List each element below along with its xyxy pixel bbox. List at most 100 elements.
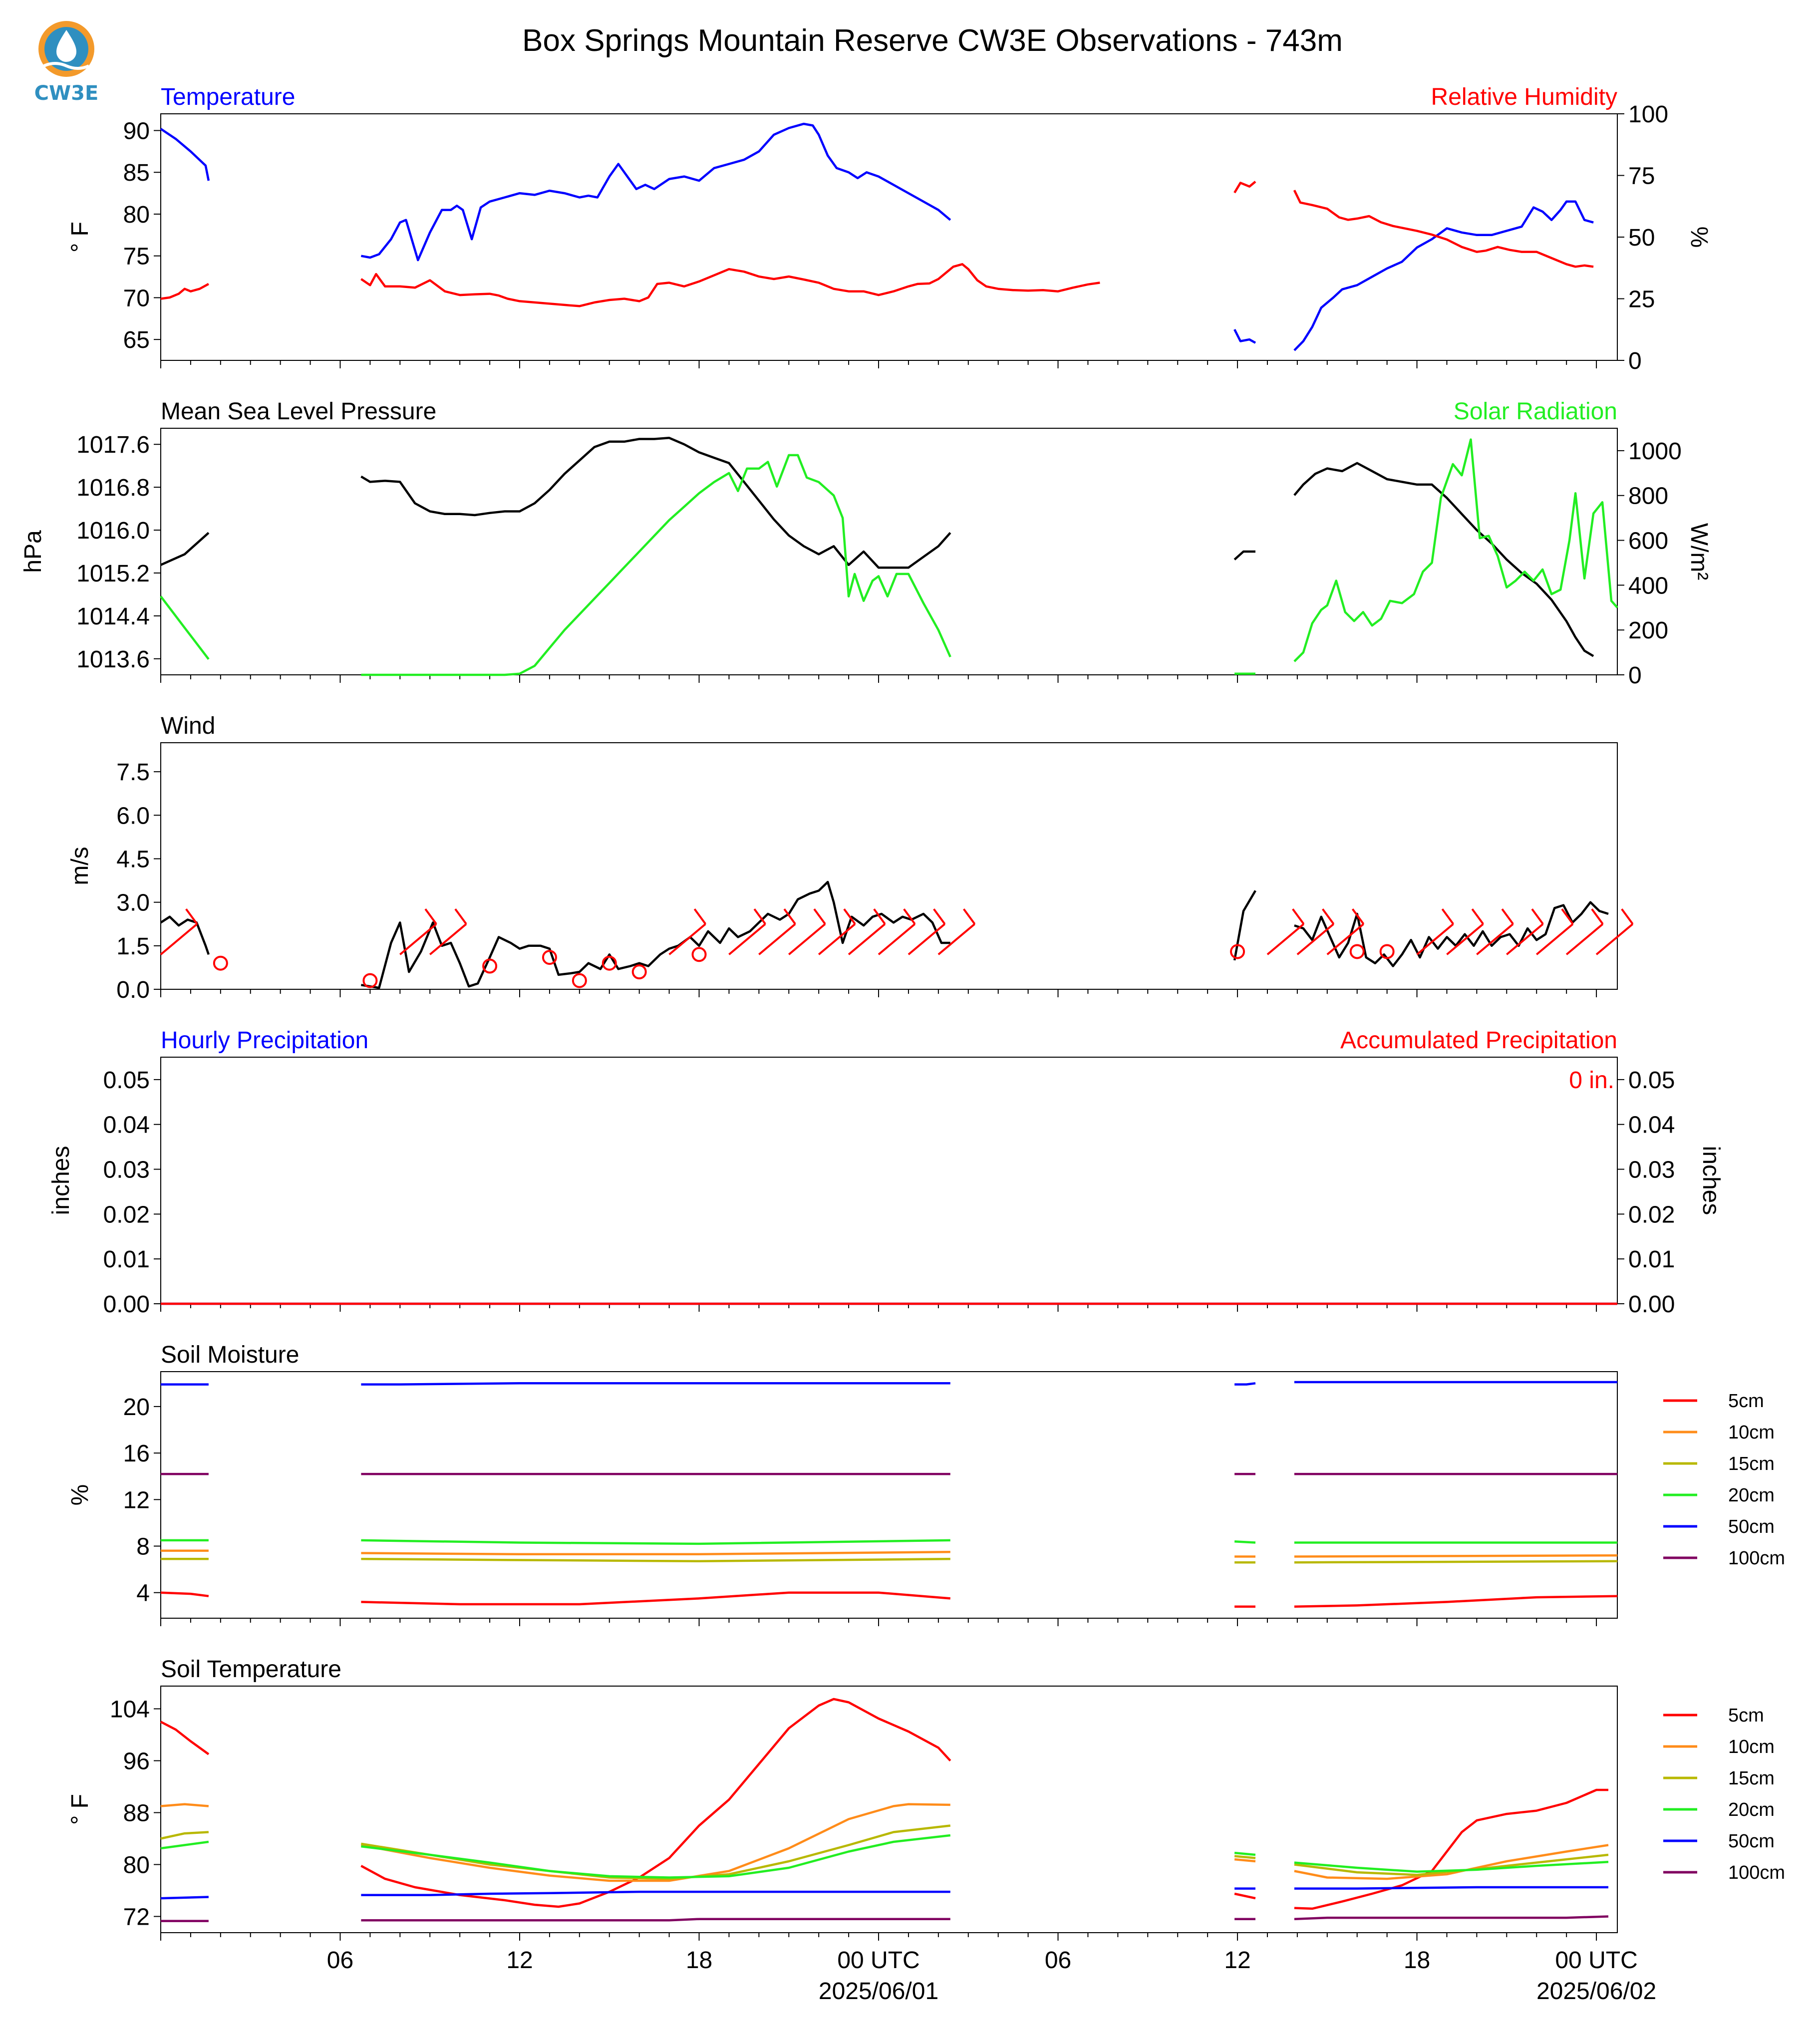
y-tick-label: 0.05	[103, 1067, 150, 1094]
plot-frame	[160, 742, 1618, 990]
y2-axis-label: inches	[1698, 1146, 1724, 1215]
series-line-15cm-seg1	[160, 1831, 209, 1840]
plot-frame	[160, 1371, 1618, 1619]
series-line-50cm-seg4	[1294, 1886, 1608, 1890]
y-tick-label: 85	[123, 160, 150, 186]
legend-label: 20cm	[1728, 1799, 1775, 1820]
wind-calm-circle	[482, 958, 498, 974]
wind-barb-flag	[1561, 908, 1574, 925]
wind-barb-staff	[1476, 923, 1514, 955]
wind-barb-flag	[1591, 908, 1604, 925]
wind-barb-flag	[1501, 908, 1514, 925]
y-tick-label: 1017.6	[76, 432, 150, 458]
wind-barb-flag	[1292, 908, 1305, 925]
legend-label: 50cm	[1728, 1831, 1775, 1852]
series-line-5cm-seg2	[361, 1591, 950, 1606]
wind-barb-flag	[185, 908, 198, 925]
wind-barb-staff	[758, 923, 796, 955]
wind-calm-circle	[213, 955, 228, 971]
series-line-10cm-seg2	[361, 1550, 950, 1556]
x-tick-label: 06	[327, 1947, 353, 1974]
series-line-left-seg2	[360, 122, 951, 262]
series-line-20cm-seg4	[1294, 1861, 1609, 1873]
wind-calm-circle	[572, 973, 587, 988]
legend-label: 10cm	[1728, 1737, 1775, 1757]
legend-label: 15cm	[1728, 1768, 1775, 1789]
wind-barb-flag	[783, 908, 796, 925]
y-tick-label: 70	[123, 285, 150, 311]
panel-title-right: Solar Radiation	[1454, 398, 1617, 425]
series-line-5cm-seg3	[1234, 1892, 1256, 1900]
y-tick-label: 0.0	[116, 977, 150, 1003]
series-line-50cm-seg3	[1234, 1382, 1256, 1386]
panel-title-right: Relative Humidity	[1431, 84, 1617, 110]
panel-title-left: Soil Moisture	[161, 1342, 299, 1368]
wind-barb-staff	[728, 923, 766, 955]
series-line-right-seg2	[361, 454, 951, 676]
series-line-5cm-seg4	[1294, 1595, 1618, 1608]
x-tick-label: 00 UTC	[837, 1947, 919, 1974]
panel-title-left: Soil Temperature	[161, 1656, 341, 1683]
series-line-right-seg1	[160, 595, 210, 660]
wind-barb-staff	[1535, 923, 1574, 955]
y-tick-label: 0.03	[103, 1157, 150, 1183]
wind-barb-flag	[454, 908, 467, 925]
series-line-15cm-seg3	[1234, 1855, 1256, 1859]
panels: Temperature Relative Humidity657075808590…	[20, 84, 1785, 2005]
wind-barb-flag	[903, 908, 916, 925]
wind-barb-staff	[668, 923, 706, 955]
y-tick-label: 1013.6	[76, 646, 150, 673]
wind-barb-flag	[813, 908, 826, 925]
wind-barb-staff	[818, 923, 856, 955]
y-tick-label: 16	[123, 1441, 150, 1467]
y-axis-label: hPa	[20, 530, 46, 573]
wind-barb-staff	[160, 923, 198, 955]
wind-barb-flag	[1621, 908, 1634, 925]
series-line-20cm-seg2	[361, 1834, 951, 1879]
wind-barb-flag	[933, 908, 946, 925]
legend-label: 20cm	[1728, 1485, 1775, 1506]
series-line-20cm-seg3	[1234, 1540, 1256, 1544]
series-line-left-seg1	[160, 532, 210, 566]
y-axis-label: %	[67, 1484, 93, 1506]
series-line-20cm-seg2	[361, 1539, 950, 1545]
plot-frame	[160, 1686, 1618, 1933]
wind-barb-staff	[1595, 923, 1634, 955]
y-axis-label: ° F	[67, 1794, 93, 1825]
y2-axis-label: %	[1686, 227, 1712, 248]
y-tick-label: 8	[136, 1534, 150, 1560]
wind-calm-circle	[631, 964, 647, 980]
wind-barb-staff	[1326, 923, 1364, 955]
y2-tick-label: 800	[1628, 483, 1668, 510]
wind-calm-circle	[1230, 944, 1245, 959]
series-line-10cm-seg2	[360, 1803, 950, 1882]
legend-label: 50cm	[1728, 1516, 1775, 1537]
series-line-50cm-seg2	[361, 1890, 950, 1896]
series-line-left-seg2	[361, 880, 950, 989]
plot-frame	[160, 428, 1618, 675]
panel-title-left: Wind	[161, 713, 215, 739]
y-tick-label: 104	[110, 1697, 150, 1723]
y-tick-label: 0.04	[103, 1112, 150, 1139]
chart-panel-4: Hourly Precipitation Accumulated Precipit…	[48, 1027, 1724, 1318]
x-tick-label: 12	[506, 1947, 533, 1974]
x-axis: 06 12 18 00 UTC 2025/06/01 06 12 18 00 UTC 2025/0…	[327, 1947, 1656, 2005]
y2-tick-label: 0.01	[1628, 1246, 1675, 1273]
y-tick-label: 3.0	[116, 890, 150, 916]
y2-tick-label: 0.02	[1628, 1201, 1675, 1228]
series-line-left-seg1	[1233, 550, 1255, 561]
plot-frame	[160, 1057, 1618, 1304]
wind-calm-circle	[362, 973, 378, 988]
legend-label: 10cm	[1728, 1422, 1775, 1443]
accumulated-total-label: 0 in.	[1569, 1067, 1614, 1094]
chart-panel-1: Temperature Relative Humidity 65 70 75 80 85 90…	[67, 84, 1712, 374]
series-line-15cm-seg4	[1294, 1853, 1609, 1876]
y2-tick-label: 1000	[1628, 438, 1682, 465]
wind-barb-staff	[878, 923, 916, 955]
plot-frame	[160, 113, 1618, 361]
series-line-20cm-seg1	[160, 1840, 209, 1850]
panel-title-left: Temperature	[161, 84, 295, 110]
wind-calm-circle	[1379, 944, 1395, 959]
series-line-left-seg1	[1233, 328, 1256, 344]
series-line-50cm-seg2	[361, 1382, 950, 1386]
